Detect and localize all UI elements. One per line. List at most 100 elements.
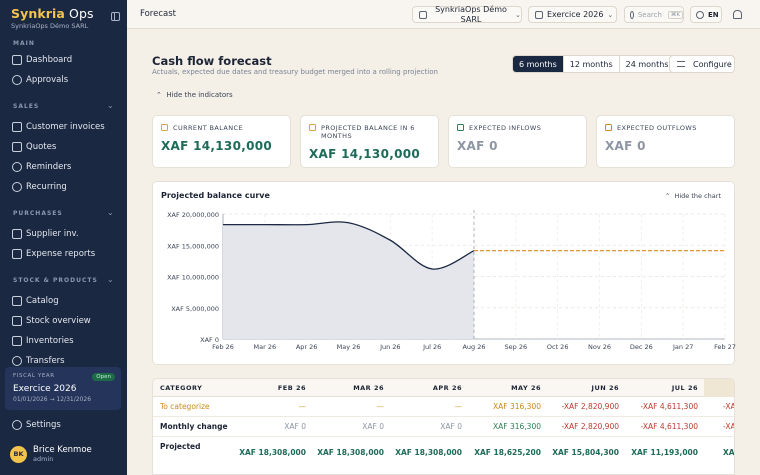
chart-card: Projected balance curve ⌃ Hide the chart… (152, 181, 736, 365)
kpi-label: CURRENT BALANCE (173, 124, 243, 132)
row-label: Monthly change (160, 422, 228, 431)
y-tick-label: XAF 15,000,000 (167, 242, 219, 250)
fiscal-year-value: Exercice 2026 (547, 10, 604, 19)
chevron-down-icon[interactable]: ⌄ (107, 101, 114, 110)
fiscal-year-dates: 01/01/2026 → 12/31/2026 (13, 396, 92, 403)
chevron-up-icon: ⌃ (156, 91, 162, 99)
period-6-months[interactable]: 6 months (513, 56, 563, 72)
row-label: Projected (160, 442, 201, 451)
search-shortcut: ⌘K (667, 10, 683, 19)
table-cell: XAF 18,308,000 (317, 448, 384, 457)
table-row[interactable]: Projected XAF 18,308,000 XAF 18,308,000 … (153, 437, 734, 457)
y-tick-label: XAF 10,000,000 (167, 274, 219, 282)
table-row[interactable]: To categorize — — — XAF 316,300 -XAF 2,8… (153, 397, 734, 417)
section-sales: SALES (13, 103, 40, 110)
kpi-expected-inflows: EXPECTED INFLOWS XAF 0 (448, 115, 587, 168)
table-cell: XAF 18,308,000 (239, 448, 306, 457)
search-input[interactable]: Search ⌘K (624, 6, 684, 23)
kpi-projected-balance: PROJECTED BALANCE IN 6 MONTHS XAF 14,130… (300, 115, 439, 168)
sidebar-item-label: Catalog (26, 296, 59, 306)
sidebar-item-approvals[interactable]: Approvals (12, 75, 68, 85)
column-header: JUN 26 (591, 384, 619, 392)
bank-icon (309, 124, 316, 131)
transfer-icon (12, 356, 22, 366)
hide-chart-toggle[interactable]: ⌃ Hide the chart (665, 192, 721, 200)
chevron-down-icon[interactable]: ⌄ (107, 208, 114, 217)
sidebar-item-reminders[interactable]: Reminders (12, 162, 71, 172)
sidebar-item-transfers[interactable]: Transfers (12, 356, 65, 366)
user-menu[interactable]: BK Brice Kenmoe admin (10, 445, 92, 463)
search-placeholder: Search (637, 10, 662, 19)
language-selector[interactable]: EN (690, 6, 722, 23)
collapse-sidebar-icon[interactable] (111, 12, 120, 21)
hide-indicators-toggle[interactable]: ⌃ Hide the indicators (156, 91, 233, 99)
table-cell: -XAF 2,820,900 (561, 422, 619, 431)
x-tick-label: Aug 26 (462, 343, 485, 351)
kpi-label: PROJECTED BALANCE IN 6 MONTHS (321, 124, 415, 140)
brand-name-main: Synkria (11, 6, 65, 21)
sidebar-item-label: Approvals (26, 75, 69, 85)
x-tick-label: Jun 26 (379, 343, 401, 351)
sidebar-item-recurring[interactable]: Recurring (12, 182, 67, 192)
table-cell: — (376, 402, 385, 411)
kpi-expected-outflows: EXPECTED OUTFLOWS XAF 0 (596, 115, 735, 168)
company-selector[interactable]: SynkriaOps Démo SARL ⌄ (412, 5, 522, 24)
sidebar-item-label: Customer invoices (26, 122, 105, 132)
table-row[interactable]: Monthly change XAF 0 XAF 0 XAF 0 XAF 316… (153, 417, 734, 437)
sidebar-item-settings[interactable]: Settings (12, 420, 61, 430)
section-main: MAIN (13, 40, 35, 47)
gear-icon (12, 420, 22, 430)
y-tick-label: XAF 20,000,000 (167, 211, 219, 219)
trend-up-icon (457, 124, 464, 131)
table-cell: — (454, 402, 463, 411)
fiscal-year-name: Exercice 2026 (13, 384, 77, 394)
period-12-months[interactable]: 12 months (562, 56, 619, 72)
sidebar-item-customer-invoices[interactable]: Customer invoices (12, 122, 105, 132)
sidebar-item-label: Settings (26, 420, 61, 430)
kpi-value: XAF 0 (605, 139, 646, 153)
clipboard-icon (12, 336, 22, 346)
balance-chart: XAF 0 XAF 5,000,000 XAF 10,000,000 XAF 15,0… (167, 210, 736, 351)
table-cell: XAF 0 (440, 422, 462, 431)
table-cell: -XAF 4,611,300 (640, 402, 698, 411)
table-cell: XAF 18,625,200 (474, 448, 541, 457)
sidebar-item-inventories[interactable]: Inventories (12, 336, 74, 346)
building-icon (419, 10, 427, 19)
column-header: JUL 26 (671, 384, 698, 392)
configure-label: Configure (693, 59, 732, 69)
hide-chart-label: Hide the chart (674, 192, 721, 200)
bell-icon[interactable] (733, 10, 742, 19)
column-header: MAY 26 (511, 384, 541, 392)
sidebar-item-dashboard[interactable]: Dashboard (12, 55, 72, 65)
table-cell: XAF 18,308,000 (395, 448, 462, 457)
series-line-actual (222, 221, 475, 270)
sliders-icon (677, 61, 685, 67)
sidebar-item-supplier-invoices[interactable]: Supplier inv. (12, 229, 79, 239)
column-header: CATEGORY (160, 384, 203, 392)
chevron-up-icon: ⌃ (664, 192, 671, 200)
sidebar-item-expense-reports[interactable]: Expense reports (12, 249, 95, 259)
brand-logo[interactable]: Synkria Ops SynkriaOps Démo SARL (11, 6, 94, 30)
fiscal-year-selector[interactable]: Exercice 2026 ⌄ (528, 6, 617, 23)
grid-icon (12, 55, 22, 65)
period-24-months[interactable]: 24 months (618, 56, 675, 72)
table-cell: -XAF 4,611,300 (640, 422, 698, 431)
kpi-value: XAF 14,130,000 (309, 147, 421, 161)
current-month-highlight (704, 379, 734, 397)
sidebar-item-label: Recurring (26, 182, 67, 192)
x-tick-label: Sep 26 (505, 343, 528, 351)
kpi-label: EXPECTED INFLOWS (469, 124, 542, 132)
column-header: MAR 26 (353, 384, 384, 392)
sidebar-item-catalog[interactable]: Catalog (12, 296, 59, 306)
repeat-icon (12, 182, 22, 192)
fiscal-year-card[interactable]: FISCAL YEAR Open Exercice 2026 01/01/202… (5, 367, 121, 410)
sidebar-item-quotes[interactable]: Quotes (12, 142, 56, 152)
sidebar-item-stock-overview[interactable]: Stock overview (12, 316, 91, 326)
kpi-label: EXPECTED OUTFLOWS (617, 124, 697, 132)
chevron-down-icon[interactable]: ⌄ (107, 275, 114, 284)
configure-button[interactable]: Configure (669, 55, 735, 73)
sidebar-item-label: Reminders (26, 162, 72, 172)
invoice-icon (12, 122, 22, 132)
language-value: EN (708, 10, 719, 19)
quote-icon (12, 142, 22, 152)
